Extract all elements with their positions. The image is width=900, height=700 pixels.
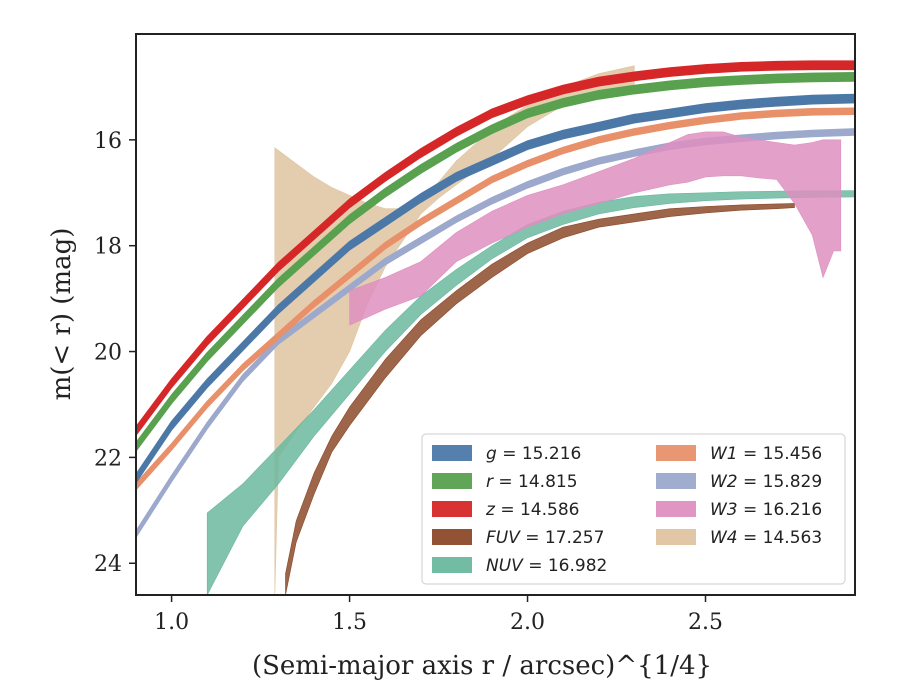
- legend-box: [421, 433, 846, 585]
- x-tick-label: 2.5: [688, 610, 723, 635]
- y-tick-label: 24: [94, 552, 122, 577]
- legend-swatch-w4: [656, 529, 696, 545]
- legend-label-w4: W4 = 14.563: [710, 528, 822, 548]
- y-tick-label: 16: [94, 129, 122, 154]
- y-axis-label: m(< r) (mag): [47, 228, 77, 401]
- legend-swatch-w3: [656, 501, 696, 517]
- legend-label-fuv: FUV = 17.257: [486, 528, 604, 548]
- legend-label-r: r = 14.815: [486, 472, 578, 492]
- legend-swatch-r: [432, 473, 472, 489]
- legend-label-nuv: NUV = 16.982: [486, 556, 607, 576]
- legend-swatch-w2: [656, 473, 696, 489]
- x-tick-label: 1.0: [154, 610, 189, 635]
- x-axis-label-main: (Semi-major axis r / arcsec)^{1/4}: [252, 651, 712, 681]
- y-tick-label: 18: [94, 235, 122, 260]
- series-w3: [349, 131, 842, 326]
- legend-label-w3: W3 = 16.216: [710, 500, 822, 520]
- y-tick-label: 20: [94, 341, 122, 366]
- legend-swatch-fuv: [432, 529, 472, 545]
- series-g: [136, 93, 855, 484]
- plot-frame: [135, 33, 856, 596]
- legend-label-w1: W1 = 15.456: [710, 444, 822, 464]
- legend-swatch-nuv: [432, 557, 472, 573]
- legend-label-w2: W2 = 15.829: [710, 472, 822, 492]
- x-axis-label: (Semi-major axis r / arcsec)^{1/4}: [252, 651, 712, 681]
- series-fuv: [285, 203, 795, 595]
- legend-swatch-z: [432, 501, 472, 517]
- y-axis: 16 18 20 22 24: [94, 129, 136, 577]
- legend-swatch-w1: [656, 445, 696, 461]
- x-tick-label: 1.5: [332, 610, 367, 635]
- legend: g = 15.216 r = 14.815 z = 14.586 FUV = 17.2…: [421, 433, 846, 585]
- series-w1: [136, 107, 855, 491]
- legend-label-g: g = 15.216: [486, 444, 581, 464]
- x-axis: 1.0 1.5 2.0 2.5: [154, 595, 723, 635]
- legend-label-z: z = 14.586: [485, 500, 579, 520]
- y-tick-label: 22: [94, 446, 122, 471]
- series-r: [136, 71, 855, 453]
- x-tick-label: 2.0: [510, 610, 545, 635]
- series-nuv: [206, 190, 855, 595]
- series-layer: [136, 60, 855, 595]
- series-z: [136, 60, 855, 437]
- legend-swatch-g: [432, 445, 472, 461]
